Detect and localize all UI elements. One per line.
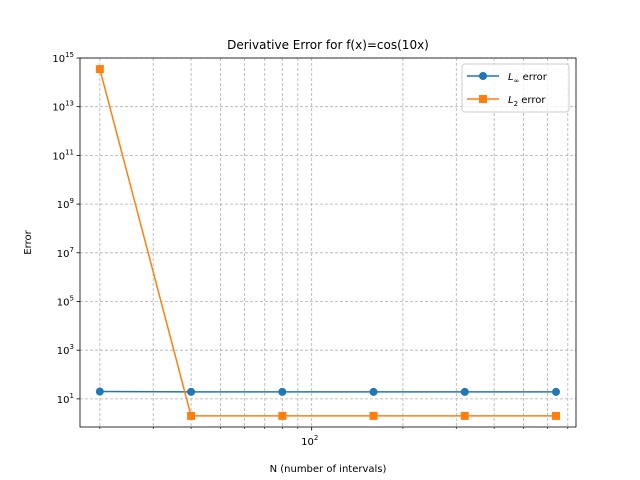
data-point-circle <box>369 387 378 396</box>
data-point-square <box>460 411 469 420</box>
y-tick-label: 101 <box>57 392 74 406</box>
legend-marker-square <box>479 95 487 103</box>
legend: L∞ error L2 error <box>461 63 570 113</box>
data-point-square <box>95 65 104 74</box>
y-tick-label: 103 <box>57 343 74 357</box>
data-point-square <box>187 411 196 420</box>
legend-label-0: L∞ error <box>508 72 548 85</box>
data-point-square <box>369 411 378 420</box>
y-tick-label: 1013 <box>52 100 74 114</box>
y-tick-label: 109 <box>57 197 74 211</box>
data-point-circle <box>552 387 561 396</box>
series-line-1 <box>99 68 557 417</box>
data-point-circle <box>95 387 104 396</box>
grid <box>80 57 576 427</box>
data-point-circle <box>187 387 196 396</box>
y-tick-label: 107 <box>57 246 74 260</box>
legend-label-1: L2 error <box>508 95 546 108</box>
y-axis-title: Error <box>23 229 34 254</box>
ticks: 102 101 103 105 107 109 1011 1013 1015 <box>52 51 569 448</box>
data-point-square <box>552 411 561 420</box>
plot-frame <box>79 57 577 428</box>
y-tick-label: 1015 <box>52 51 74 65</box>
data-point-circle <box>460 387 469 396</box>
chart-title: Derivative Error for f(x)=cos(10x) <box>227 38 429 52</box>
legend-marker-circle <box>479 72 487 80</box>
y-tick-label: 1011 <box>52 148 74 162</box>
x-axis-title: N (number of intervals) <box>270 464 387 475</box>
series-layer <box>95 65 561 420</box>
y-tick-label: 105 <box>57 294 74 308</box>
data-point-circle <box>278 387 287 396</box>
data-point-square <box>278 411 287 420</box>
x-tick-label: 102 <box>301 434 318 448</box>
